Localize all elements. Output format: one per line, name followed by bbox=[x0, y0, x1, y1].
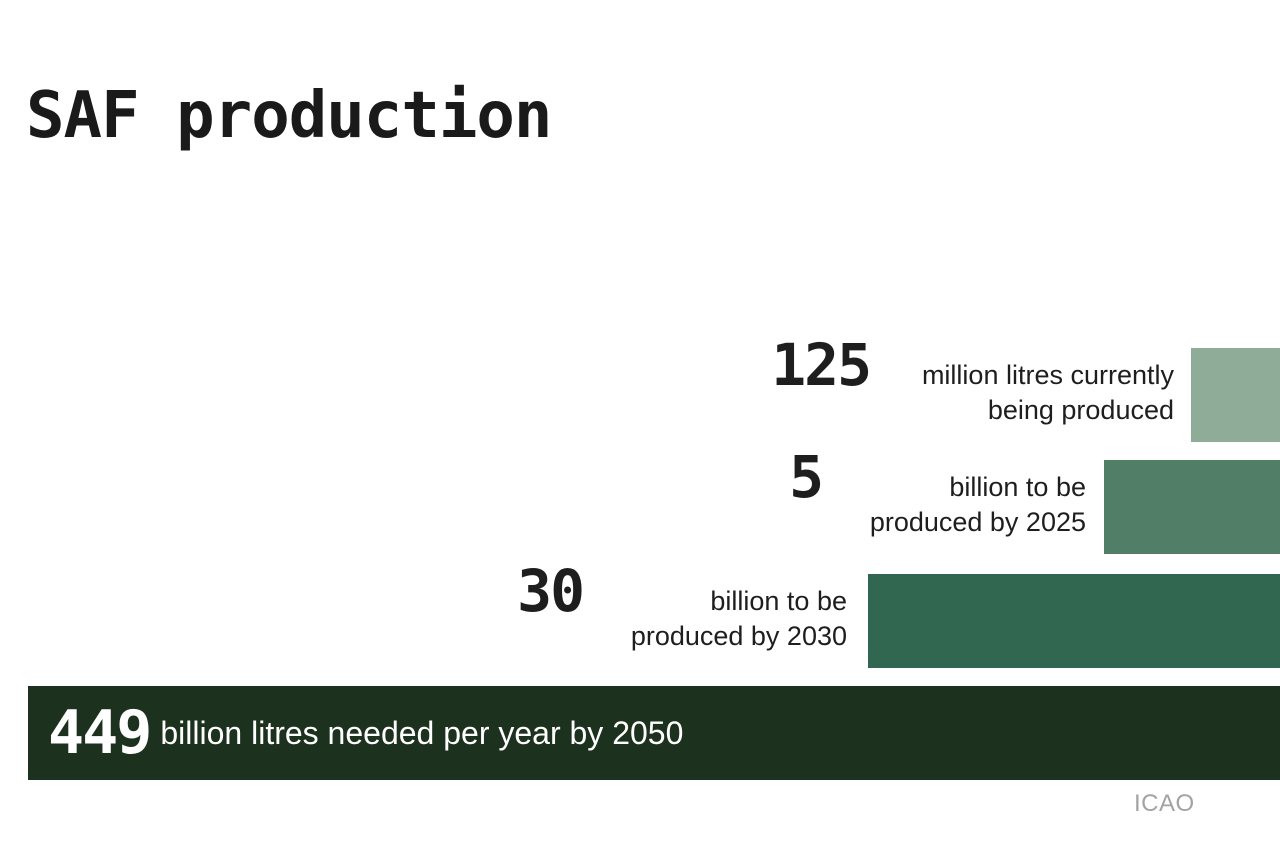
bar-description: billion to be produced by 2030 bbox=[630, 586, 847, 651]
label-2030-production: 30 billion to be produced by 2030 bbox=[437, 562, 847, 654]
page-title: SAF production bbox=[26, 79, 552, 153]
bar-current-production bbox=[1191, 348, 1280, 442]
bar-value: 125 bbox=[771, 331, 872, 399]
bar-value: 30 bbox=[517, 557, 585, 625]
label-current-production: 125 million litres currently being produ… bbox=[594, 336, 1174, 428]
bar-description: million litres currently being produced bbox=[921, 360, 1174, 425]
bar-description: billion to be produced by 2025 bbox=[869, 472, 1086, 537]
bar-value: 449 bbox=[48, 698, 152, 768]
bar-2025-production bbox=[1104, 460, 1280, 554]
bar-value: 5 bbox=[789, 443, 824, 511]
source-credit: ICAO bbox=[1134, 790, 1195, 817]
label-2025-production: 5 billion to be produced by 2025 bbox=[666, 448, 1086, 540]
bar-description: billion litres needed per year by 2050 bbox=[160, 714, 684, 751]
label-2050-need: 449 billion litres needed per year by 20… bbox=[48, 686, 1048, 780]
bar-2030-production bbox=[868, 574, 1280, 668]
bar-2050-need bbox=[28, 686, 1280, 780]
